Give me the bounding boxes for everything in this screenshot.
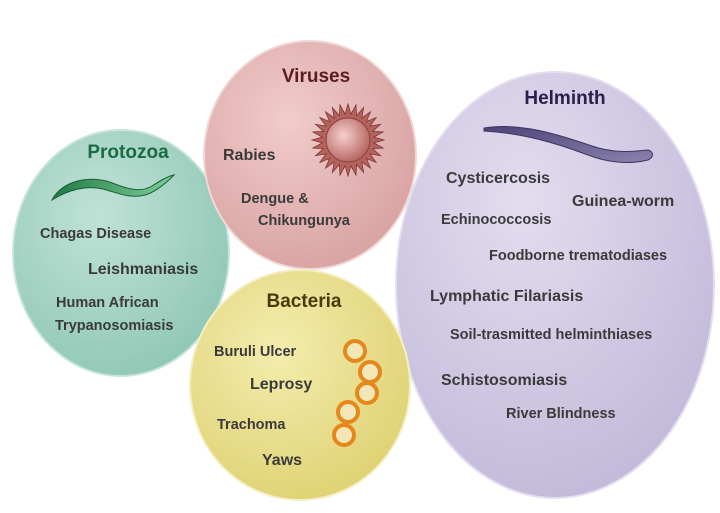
protozoa-title: Protozoa (87, 142, 169, 163)
helminth-item: Lymphatic Filariasis (430, 288, 583, 305)
virus-icon (310, 102, 386, 178)
viruses-item: Chikungunya (258, 213, 351, 229)
protozoa-item: Chagas Disease (40, 226, 151, 242)
helminth-item: Foodborne trematodiases (489, 248, 667, 264)
bacteria-group: Bacteria Buruli Ulcer Leprosy Trachoma Y… (189, 269, 411, 501)
bacteria-circle (189, 269, 411, 501)
protozoa-item: Leishmaniasis (88, 261, 198, 278)
viruses-item: Rabies (223, 147, 276, 164)
bacteria-item: Yaws (262, 452, 302, 469)
viruses-title: Viruses (282, 66, 350, 87)
protozoa-icon (50, 174, 176, 202)
bacteria-title: Bacteria (267, 291, 342, 312)
viruses-circle (203, 40, 417, 270)
helminth-item: River Blindness (506, 406, 616, 422)
helminth-title: Helminth (524, 88, 605, 109)
helminth-item: Cysticercosis (446, 170, 550, 187)
protozoa-item: Human African (56, 295, 159, 311)
protozoa-circle (12, 129, 230, 377)
helminth-item: Echinococcosis (441, 212, 551, 228)
bacteria-icon (332, 339, 382, 447)
helminth-item: Guinea-worm (572, 193, 674, 210)
worm-icon (483, 125, 653, 163)
bacteria-item: Trachoma (217, 417, 286, 433)
helminth-item: Schistosomiasis (441, 372, 567, 389)
helminth-group: Helminth Cysticercosis Guinea-worm Echin… (395, 71, 715, 499)
protozoa-item: Trypanosomiasis (55, 318, 173, 334)
bacteria-item: Buruli Ulcer (214, 344, 297, 360)
protozoa-group: Protozoa Chagas Disease Leishmaniasis Hu… (12, 129, 230, 377)
helminth-item: Soil-trasmitted helminthiases (450, 327, 652, 343)
helminth-circle (395, 71, 715, 499)
viruses-item: Dengue & (241, 191, 309, 207)
bacteria-item: Leprosy (250, 376, 312, 393)
viruses-group: Viruses Rabies Dengue & Chikungunya (203, 40, 417, 270)
